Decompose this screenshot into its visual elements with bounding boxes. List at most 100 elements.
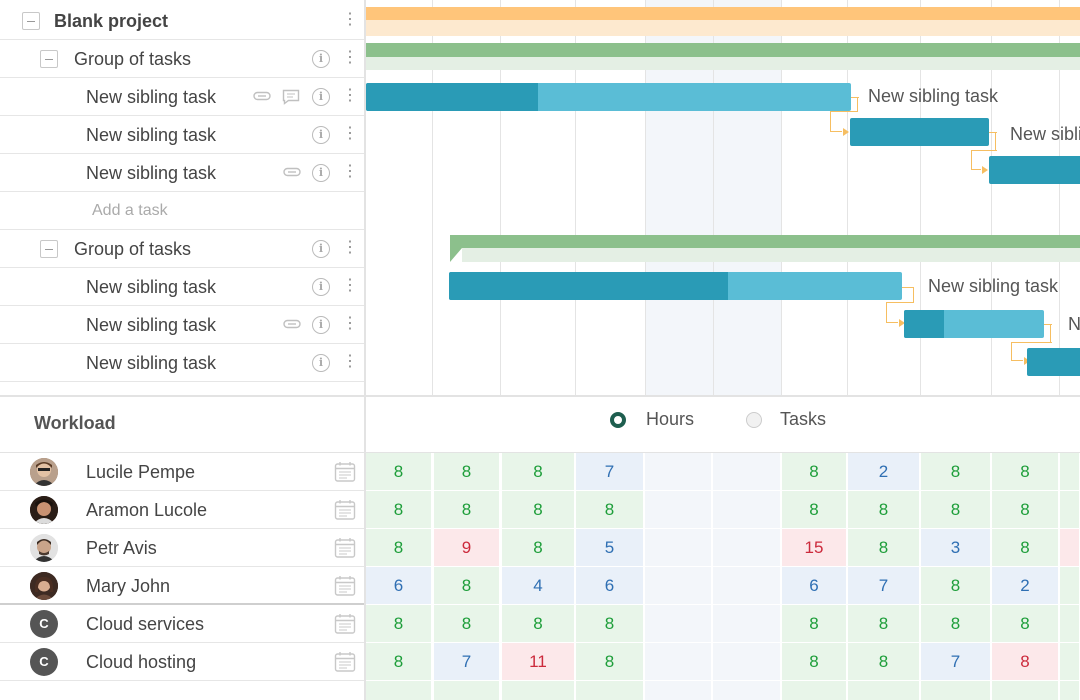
workload-cell: 8 [576, 491, 643, 528]
tasks-radio-label[interactable]: Tasks [780, 409, 827, 429]
workload-cell [713, 605, 780, 642]
collapse-toggle[interactable] [40, 240, 58, 258]
more-menu-icon[interactable]: ⋮ [342, 11, 358, 28]
panel-divider[interactable] [364, 0, 366, 700]
more-menu-icon[interactable]: ⋮ [342, 87, 358, 104]
task-row[interactable]: New sibling task i ⋮ [0, 268, 364, 306]
dependency-line [886, 302, 887, 322]
task-label: New sibling task [86, 315, 217, 335]
info-icon[interactable]: i [312, 50, 330, 68]
dependency-line [886, 302, 914, 303]
workload-cell [645, 681, 711, 700]
grid-line [713, 0, 714, 395]
attachment-icon[interactable] [283, 319, 301, 329]
workload-cell: 8 [921, 491, 990, 528]
dependency-line [830, 131, 842, 132]
workload-cell: 15 [782, 529, 846, 566]
comment-icon[interactable] [282, 89, 300, 105]
calendar-icon[interactable] [334, 613, 356, 635]
group-bar[interactable] [366, 43, 1080, 57]
resource-row[interactable]: Aramon Lucole [0, 491, 364, 529]
info-icon[interactable]: i [312, 278, 330, 296]
attachment-icon[interactable] [253, 91, 271, 101]
task-bar[interactable] [366, 83, 851, 111]
hours-radio[interactable] [610, 412, 626, 428]
group-row[interactable]: Group of tasks i ⋮ [0, 230, 364, 268]
grid-line [432, 0, 433, 395]
collapse-toggle[interactable] [40, 50, 58, 68]
calendar-icon[interactable] [334, 461, 356, 483]
calendar-icon[interactable] [334, 537, 356, 559]
resource-row[interactable]: Lucile Pempe [0, 453, 364, 491]
tasks-radio[interactable] [746, 412, 762, 428]
more-menu-icon[interactable]: ⋮ [342, 49, 358, 66]
workload-cell: 7 [921, 643, 990, 680]
group-label: Group of tasks [74, 49, 192, 69]
resource-row[interactable]: C Cloud services [0, 605, 364, 643]
collapse-toggle[interactable] [22, 12, 40, 30]
resource-row[interactable]: Mary John [0, 567, 364, 605]
task-row[interactable]: New sibling task i ⋮ [0, 344, 364, 382]
task-row[interactable]: New sibling task i ⋮ [0, 154, 364, 192]
resource-name: Petr Avis [86, 538, 157, 558]
workload-cell [713, 453, 780, 490]
resource-row[interactable]: Petr Avis [0, 529, 364, 567]
calendar-icon[interactable] [334, 499, 356, 521]
task-bar[interactable] [1027, 348, 1080, 376]
info-icon[interactable]: i [312, 240, 330, 258]
info-icon[interactable]: i [312, 88, 330, 106]
dependency-line [902, 287, 914, 288]
task-row[interactable]: New sibling task i ⋮ [0, 78, 364, 116]
calendar-icon[interactable] [334, 651, 356, 673]
workload-cell: 8 [992, 491, 1058, 528]
workload-cell: 3 [921, 529, 990, 566]
info-icon[interactable]: i [312, 126, 330, 144]
project-bar[interactable] [366, 7, 1080, 20]
avatar [30, 496, 58, 524]
task-bar[interactable] [850, 118, 989, 146]
workload-cell [713, 491, 780, 528]
info-icon[interactable]: i [312, 354, 330, 372]
group-bar[interactable] [450, 235, 1080, 263]
add-task-row[interactable]: Add a task [0, 192, 364, 230]
dependency-arrow [843, 128, 849, 136]
more-menu-icon[interactable]: ⋮ [342, 315, 358, 332]
workload-cell: 8 [502, 491, 574, 528]
workload-cell [434, 681, 499, 700]
grid-line [1059, 0, 1060, 395]
group-row[interactable]: Group of tasks i ⋮ [0, 40, 364, 78]
workload-cell: 8 [502, 605, 574, 642]
workload-cell [713, 567, 780, 604]
workload-cell: 8 [782, 491, 846, 528]
more-menu-icon[interactable]: ⋮ [342, 353, 358, 370]
project-bar-background [366, 20, 1080, 36]
task-bar[interactable] [449, 272, 902, 300]
workload-cell: 8 [366, 453, 431, 490]
grid-line [781, 0, 782, 395]
calendar-icon[interactable] [334, 575, 356, 597]
task-row[interactable]: New sibling task i ⋮ [0, 306, 364, 344]
workload-cell: 8 [434, 567, 499, 604]
info-icon[interactable]: i [312, 164, 330, 182]
info-icon[interactable]: i [312, 316, 330, 334]
workload-cell [713, 529, 780, 566]
gantt-chart[interactable]: New sibling task New sibli New sibling t… [366, 0, 1080, 395]
hours-radio-label[interactable]: Hours [646, 409, 695, 429]
workload-cell [645, 643, 711, 680]
task-bar[interactable] [989, 156, 1080, 184]
project-row[interactable]: Blank project ⋮ [0, 2, 364, 40]
dependency-line [971, 169, 981, 170]
avatar [30, 458, 58, 486]
grid-line [500, 0, 501, 395]
more-menu-icon[interactable]: ⋮ [342, 163, 358, 180]
more-menu-icon[interactable]: ⋮ [342, 125, 358, 142]
attachment-icon[interactable] [283, 167, 301, 177]
more-menu-icon[interactable]: ⋮ [342, 277, 358, 294]
task-row[interactable]: New sibling task i ⋮ [0, 116, 364, 154]
more-menu-icon[interactable]: ⋮ [342, 239, 358, 256]
add-task-link[interactable]: Add a task [92, 202, 168, 219]
resource-row[interactable]: C Cloud hosting [0, 643, 364, 681]
resource-name: Cloud services [86, 614, 205, 634]
workload-cell [366, 681, 431, 700]
task-bar[interactable] [904, 310, 1044, 338]
